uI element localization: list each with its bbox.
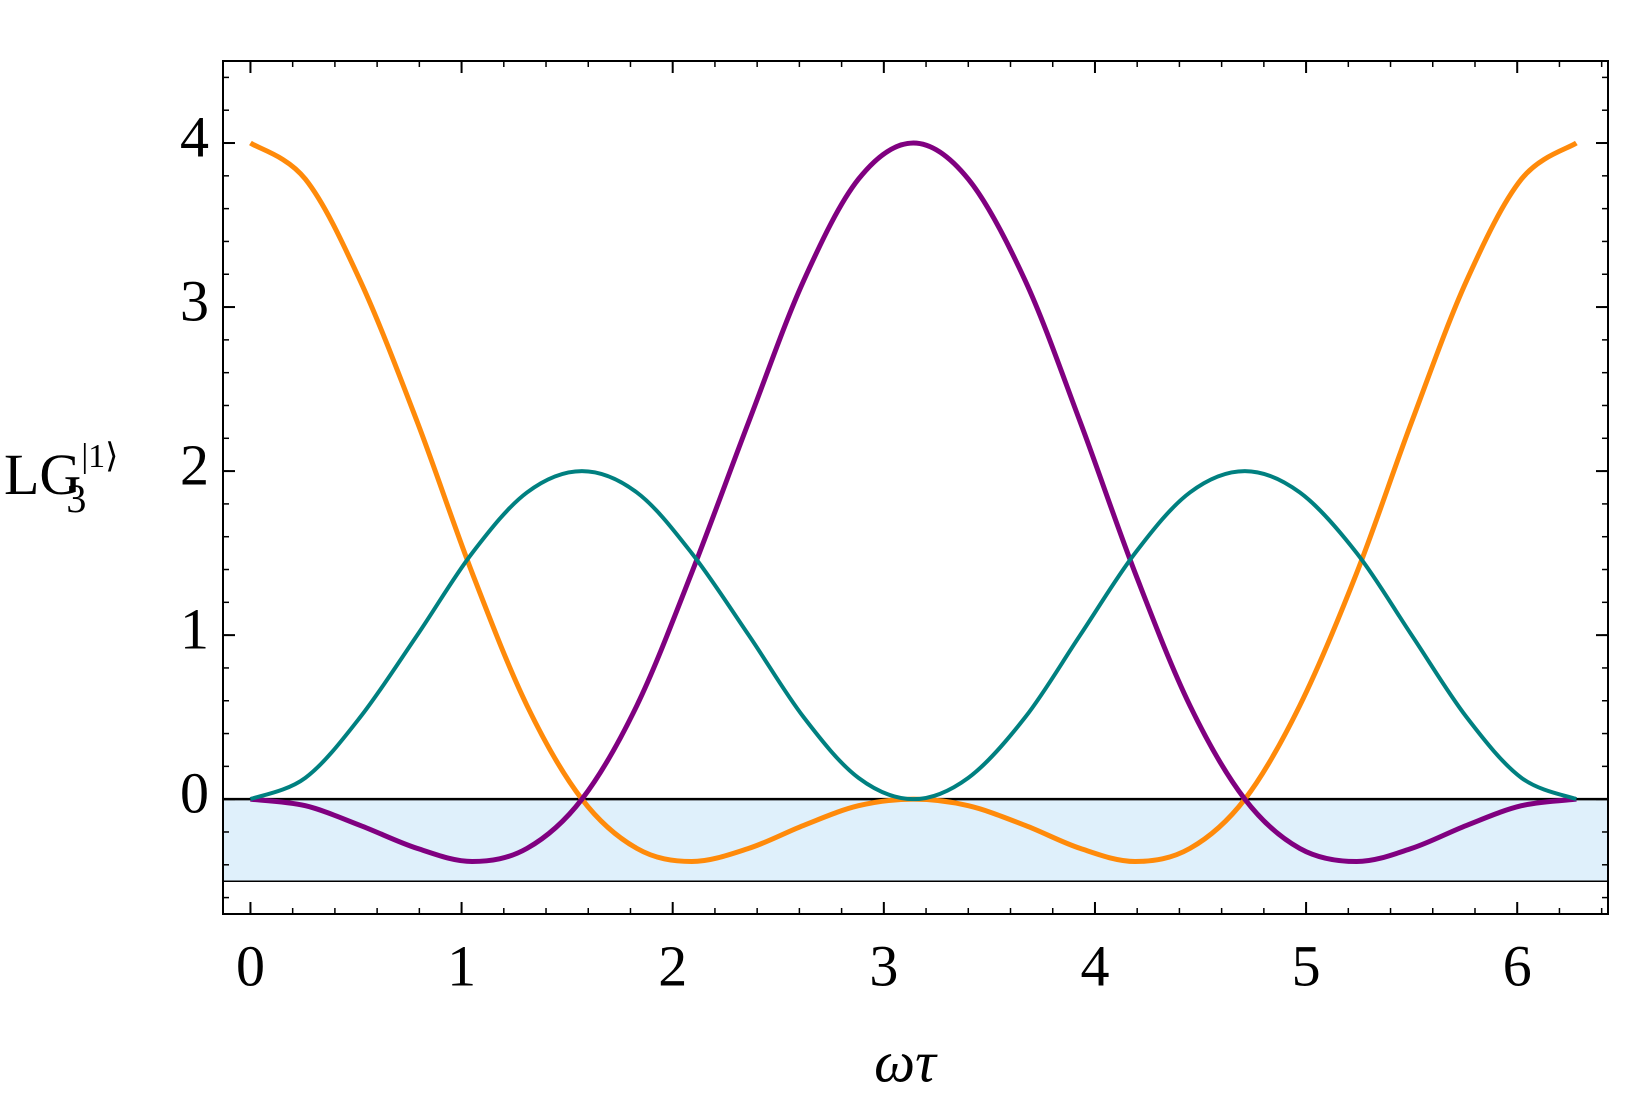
plot-frame bbox=[222, 60, 1609, 915]
series-line bbox=[249, 140, 1578, 865]
x-tick-label: 0 bbox=[236, 933, 265, 998]
x-tick-label: 2 bbox=[658, 933, 687, 998]
y-tick-label: 3 bbox=[180, 268, 209, 333]
y-title-sub: 3 bbox=[66, 476, 86, 521]
x-tick-label: 1 bbox=[447, 933, 476, 998]
x-tick-label: 5 bbox=[1292, 933, 1321, 998]
y-tick-label: 4 bbox=[180, 104, 209, 169]
x-tick-label: 3 bbox=[869, 933, 898, 998]
x-tick-label: 6 bbox=[1503, 933, 1532, 998]
shaded-band bbox=[223, 799, 1608, 882]
x-axis-title: ωτ bbox=[874, 1029, 938, 1094]
series-line bbox=[250, 140, 1577, 865]
y-tick-label: 2 bbox=[180, 432, 209, 497]
y-title-main: LG bbox=[4, 442, 81, 507]
x-tick-label: 4 bbox=[1080, 933, 1109, 998]
y-tick-label: 1 bbox=[180, 596, 209, 661]
y-tick-label: 0 bbox=[180, 760, 209, 825]
y-title-sup: |1⟩ bbox=[81, 438, 118, 475]
series-line bbox=[249, 469, 1578, 802]
y-axis-title: LG|1⟩ 3 bbox=[4, 438, 118, 521]
